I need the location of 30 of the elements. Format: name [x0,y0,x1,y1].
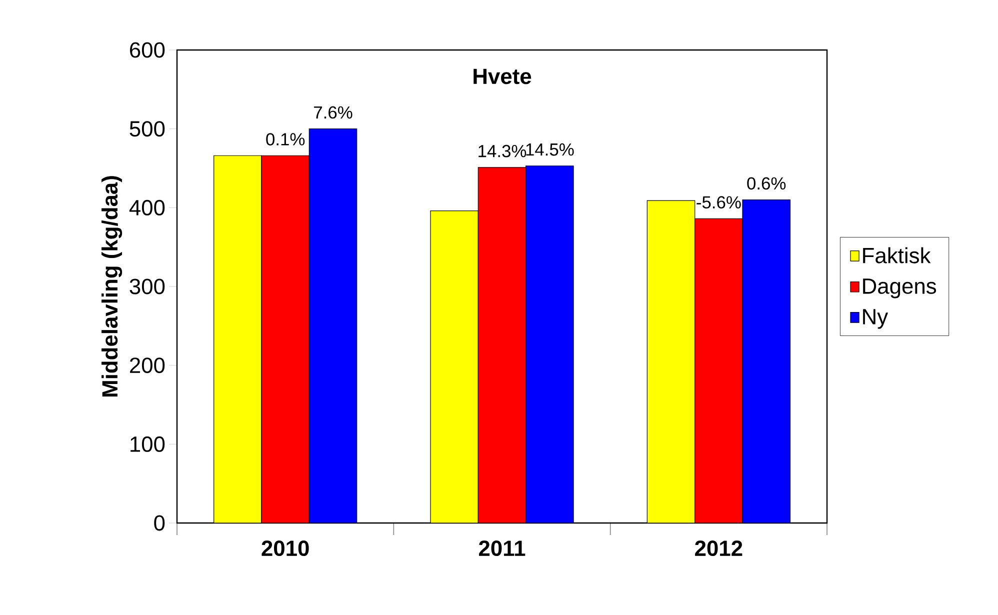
annotation: 14.3% [478,144,526,158]
bar [261,155,310,523]
y-tick-label: 200 [130,358,165,374]
bar [526,166,574,523]
x-tick-label: 2010 [262,540,309,556]
y-tick-label: 0 [154,515,165,531]
bar [478,167,526,523]
annotation: 7.6% [314,106,352,119]
y-axis-title: Middelavling (kg/daa) [102,176,122,396]
text: Hvete [474,68,532,84]
legend-label: Faktisk [863,247,931,264]
y-tick-label: 400 [129,200,165,216]
x-tick-label: 2012 [695,540,742,556]
annotation: 0.6% [747,177,786,190]
annotation: 0.1% [266,133,305,146]
y-tick-label: 100 [130,436,165,452]
bar [214,155,262,523]
y-tick-label: 300 [130,278,165,294]
bar [308,128,358,523]
bar [742,199,790,523]
bar [646,200,696,523]
y-tick-label: 600 [130,42,165,58]
legend-label: Ny [863,309,888,329]
bar [430,210,478,523]
legend-label: Dagens [863,278,936,298]
bar [694,218,743,523]
x-tick-label: 2011 [478,540,526,556]
annotation: -5.6% [696,196,741,209]
annotation: 14.5% [526,143,574,156]
y-tick-label: 500 [130,121,165,137]
